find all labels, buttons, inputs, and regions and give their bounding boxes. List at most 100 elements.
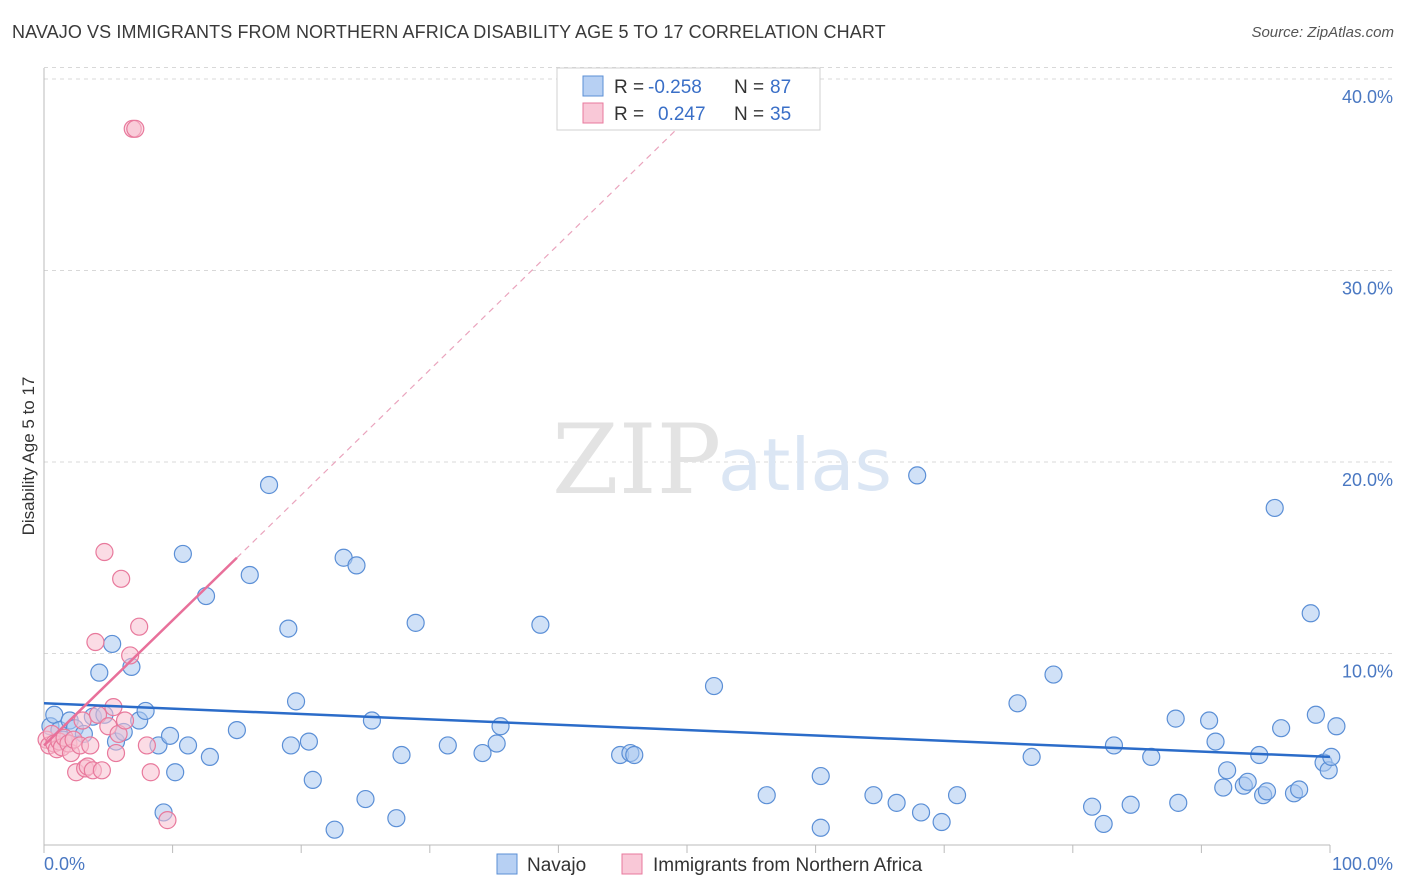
navajo-point	[1257, 782, 1277, 801]
navajo-point	[303, 770, 322, 789]
navajo-point	[1272, 719, 1291, 738]
navajo-point	[281, 736, 301, 755]
africa-point	[115, 711, 135, 730]
navajo-point	[178, 736, 198, 755]
navajo-point	[932, 812, 951, 832]
legend-n-label-navajo: N =	[734, 77, 764, 98]
legend-r-value-navajo: -0.258	[648, 77, 702, 98]
legend-r-label-africa: R =	[614, 104, 644, 125]
navajo-point	[227, 720, 246, 740]
navajo-point	[259, 475, 279, 495]
axes	[43, 68, 1331, 853]
series-legend: Navajo Immigrants from Northern Africa	[496, 853, 923, 876]
africa-point	[81, 736, 100, 755]
navajo-point	[1290, 780, 1309, 799]
navajo-point	[1166, 709, 1185, 728]
grid-lines	[44, 67, 1392, 654]
navajo-point	[103, 634, 122, 654]
navajo-point	[491, 717, 510, 736]
navajo-point	[90, 663, 109, 682]
navajo-point	[387, 809, 406, 828]
navajo-point	[1121, 795, 1140, 814]
navajo-point	[325, 820, 344, 839]
navajo-point	[240, 565, 259, 585]
navajo-point	[704, 676, 724, 696]
navajo-point	[1218, 761, 1237, 780]
navajo-point	[1200, 711, 1219, 730]
africa-point	[121, 646, 140, 665]
legend-n-value-africa: 35	[770, 104, 791, 125]
africa-point	[137, 736, 156, 755]
africa-point	[92, 761, 111, 780]
navajo-point	[356, 789, 375, 809]
bottom-legend-swatch-navajo	[496, 853, 518, 875]
africa-point	[126, 119, 145, 138]
navajo-point	[864, 786, 883, 805]
africa-trend-line	[43, 556, 238, 747]
navajo-trend-line	[43, 702, 1331, 759]
navajo-point	[438, 736, 457, 755]
africa-trend-extension	[236, 118, 688, 559]
africa-point	[141, 763, 160, 782]
navajo-point	[1142, 747, 1161, 767]
y-axis-label: Disability Age 5 to 17	[19, 377, 38, 536]
y-tick-labels: 10.0% 20.0% 30.0% 40.0%	[1342, 87, 1393, 682]
bottom-legend-swatch-africa	[621, 853, 643, 875]
africa-point	[106, 743, 126, 763]
navajo-point	[160, 726, 180, 745]
navajo-point	[1094, 814, 1113, 834]
navajo-point	[1008, 694, 1027, 713]
africa-point	[86, 632, 105, 652]
y-tick-label: 30.0%	[1342, 279, 1393, 299]
watermark: ZIP atlas	[552, 404, 892, 516]
correlation-legend: R = -0.258 N = 87 R = 0.247 N = 35	[556, 67, 821, 131]
bottom-legend-label-navajo: Navajo	[527, 855, 586, 876]
navajo-point	[1214, 778, 1233, 797]
y-tick-label: 20.0%	[1342, 470, 1393, 490]
y-tick-label: 40.0%	[1342, 87, 1393, 107]
navajo-point	[1265, 498, 1284, 518]
navajo-point	[196, 586, 216, 606]
y-tick-label: 10.0%	[1342, 662, 1393, 682]
navajo-point	[406, 613, 425, 632]
legend-r-label-navajo: R =	[614, 77, 644, 98]
navajo-point	[200, 747, 219, 767]
navajo-point	[531, 615, 550, 634]
navajo-point	[45, 705, 64, 724]
watermark-zip: ZIP	[552, 404, 721, 516]
africa-point	[158, 811, 177, 830]
source-label: Source: ZipAtlas.com	[1251, 24, 1394, 41]
navajo-point	[1169, 793, 1188, 812]
navajo-point	[1044, 665, 1063, 684]
x-tick-label-min: 0.0%	[44, 854, 85, 874]
navajo-point	[1306, 705, 1325, 724]
navajo-point	[887, 793, 906, 812]
navajo-point	[286, 692, 306, 711]
navajo-point	[173, 544, 192, 564]
navajo-point	[908, 466, 927, 485]
navajo-point	[392, 745, 411, 765]
navajo-point	[757, 786, 776, 805]
watermark-atlas: atlas	[718, 423, 892, 507]
navajo-point	[473, 743, 492, 763]
africa-point	[95, 542, 114, 562]
navajo-point	[1327, 717, 1346, 736]
navajo-point	[1104, 736, 1124, 755]
navajo-point	[947, 786, 967, 805]
africa-point	[130, 617, 149, 636]
chart-title: NAVAJO VS IMMIGRANTS FROM NORTHERN AFRIC…	[12, 22, 886, 42]
navajo-point	[166, 763, 185, 782]
navajo-point	[347, 556, 366, 575]
navajo-point	[279, 619, 298, 638]
africa-point	[112, 569, 131, 588]
trend-lines	[43, 118, 1331, 759]
navajo-point	[136, 701, 155, 721]
africa-points	[37, 119, 177, 830]
bottom-legend-label-africa: Immigrants from Northern Africa	[653, 855, 923, 876]
legend-n-label-africa: N =	[734, 104, 764, 125]
navajo-point	[362, 711, 382, 730]
navajo-points	[41, 466, 1346, 839]
navajo-point	[811, 818, 830, 837]
navajo-point	[1238, 772, 1257, 791]
